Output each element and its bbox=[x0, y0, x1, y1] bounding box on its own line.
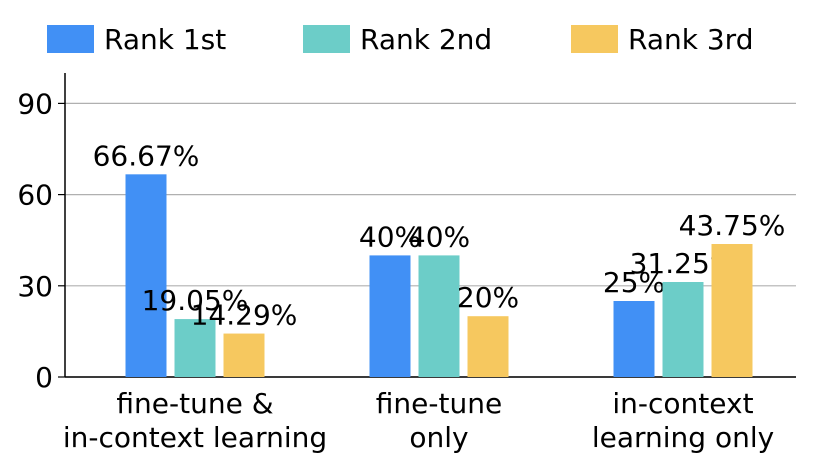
bar bbox=[125, 174, 167, 377]
value-label: 14.29% bbox=[191, 299, 298, 332]
legend-label: Rank 2nd bbox=[360, 23, 492, 56]
bar bbox=[174, 319, 216, 377]
legend-swatch bbox=[571, 25, 618, 53]
value-label: 40% bbox=[359, 220, 421, 253]
y-tick-label: 0 bbox=[35, 361, 53, 394]
value-label: 19.05% bbox=[142, 284, 249, 317]
bar bbox=[418, 255, 460, 377]
legend-label: Rank 3rd bbox=[628, 23, 753, 56]
bar bbox=[711, 244, 753, 377]
value-label: 43.75% bbox=[679, 209, 786, 242]
bar bbox=[369, 255, 411, 377]
bar bbox=[467, 316, 509, 377]
x-tick-label: fine-tune & in-context learning bbox=[62, 387, 328, 454]
bar bbox=[223, 333, 265, 377]
value-label: 20% bbox=[457, 281, 519, 314]
y-tick-label: 90 bbox=[17, 87, 53, 120]
x-tick-label: in-context learning only bbox=[591, 387, 775, 454]
y-tick-label: 60 bbox=[17, 179, 53, 212]
value-label: 40% bbox=[408, 220, 470, 253]
bar bbox=[613, 301, 655, 377]
value-label: 25% bbox=[603, 266, 665, 299]
legend-label: Rank 1st bbox=[104, 23, 226, 56]
legend-swatch bbox=[47, 25, 94, 53]
value-label: 66.67% bbox=[93, 139, 200, 172]
bar bbox=[662, 282, 704, 377]
legend-swatch bbox=[303, 25, 350, 53]
y-tick-label: 30 bbox=[17, 270, 53, 303]
x-tick-label: fine-tune only bbox=[375, 387, 503, 454]
